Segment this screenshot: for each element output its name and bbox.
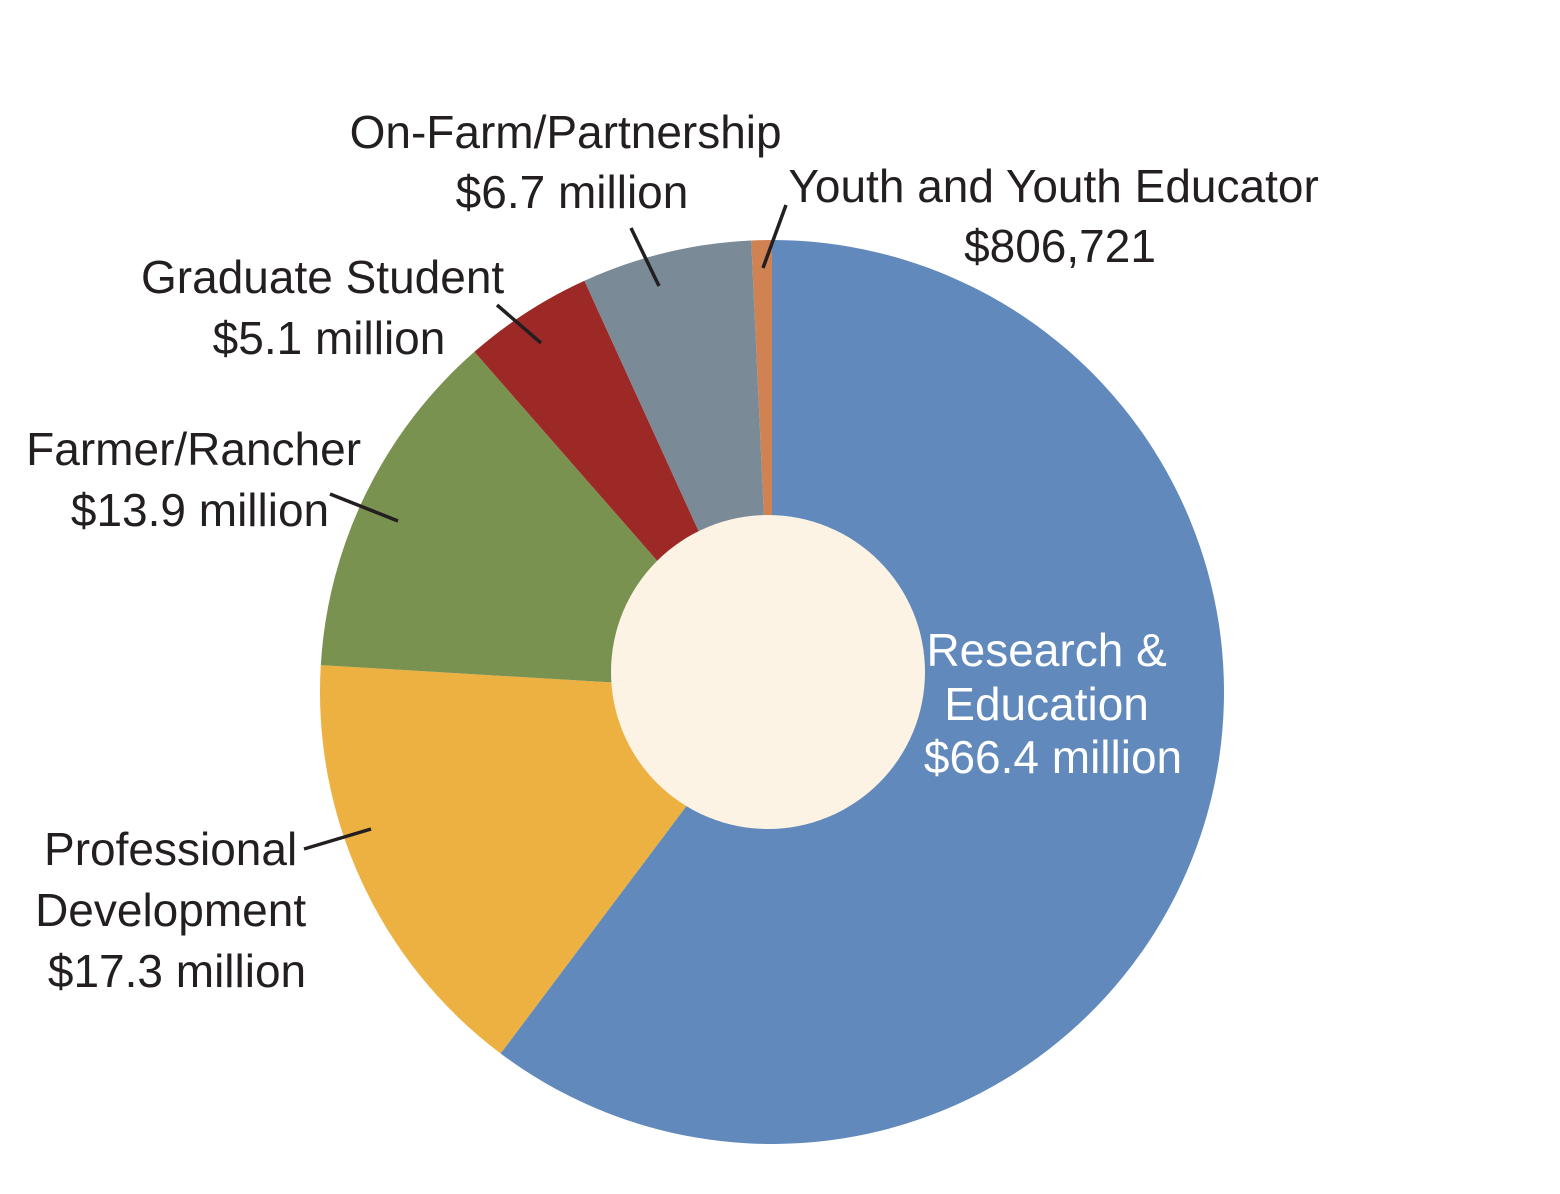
label-graduate-line-2: $5.1 million — [213, 312, 446, 364]
leader-line-onfarm — [629, 227, 661, 287]
leader-line-graduate — [495, 303, 543, 345]
leader-line-professional — [303, 827, 372, 851]
label-farmer-line-1: Farmer/Rancher — [26, 423, 361, 475]
label-farmer: Farmer/Rancher $13.9 million — [26, 423, 374, 536]
label-farmer-line-2: $13.9 million — [71, 484, 329, 536]
label-professional-line-1: Professional — [44, 823, 297, 875]
label-youth-line-1: Youth and Youth Educator — [788, 160, 1318, 212]
label-research-line-2: Education — [944, 678, 1149, 730]
label-onfarm-line-1: On-Farm/Partnership — [350, 106, 782, 158]
slice-labels: Youth and Youth Educator $806,721 Resear… — [26, 106, 1331, 997]
label-graduate-line-1: Graduate Student — [141, 251, 504, 303]
label-youth-line-2: $806,721 — [964, 220, 1156, 272]
label-professional-line-3: $17.3 million — [48, 945, 306, 997]
label-research-line-1: Research & — [926, 624, 1166, 676]
label-onfarm: On-Farm/Partnership $6.7 million — [350, 106, 795, 218]
label-onfarm-line-2: $6.7 million — [456, 166, 689, 218]
leader-line-youth — [761, 204, 788, 269]
label-professional-line-2: Development — [35, 884, 306, 936]
leader-lines — [303, 204, 788, 851]
label-youth: Youth and Youth Educator $806,721 — [788, 160, 1331, 272]
label-graduate: Graduate Student $5.1 million — [141, 251, 517, 364]
label-research: Research & Education $66.4 million — [924, 624, 1182, 783]
label-professional: Professional Development $17.3 million — [35, 823, 319, 997]
label-research-line-3: $66.4 million — [924, 731, 1182, 783]
donut-center — [611, 515, 925, 829]
leader-line-farmer — [329, 492, 399, 523]
